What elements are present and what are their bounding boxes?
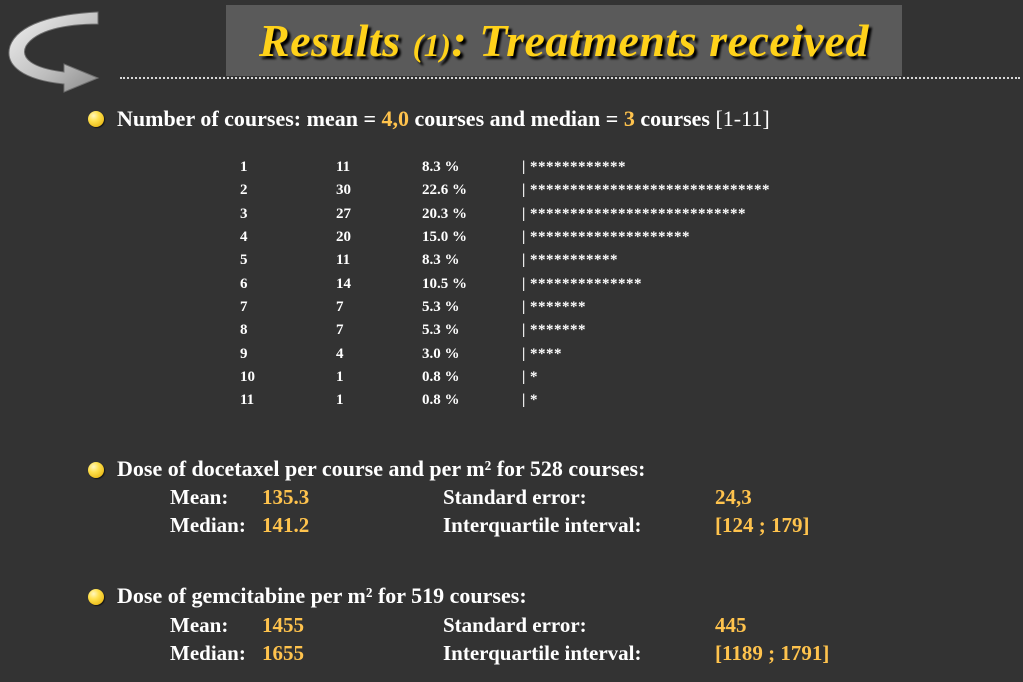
page-title: Results (1): Treatments received — [259, 14, 869, 67]
bar-cell: | ******* — [522, 322, 587, 339]
course-count-cell: 8 — [240, 322, 248, 339]
iqr-label: Interquartile interval: — [443, 641, 642, 665]
iqr-value: [1189 ; 1791] — [715, 641, 830, 665]
title-box: Results (1): Treatments received — [226, 5, 902, 76]
bullet-icon — [88, 589, 104, 605]
table-row: 4 20 15.0 % | ******************** — [240, 226, 770, 249]
bar-cell: | ************** — [522, 275, 643, 292]
course-count-cell: 1 — [240, 159, 248, 176]
title-number: (1) — [412, 27, 452, 63]
median-label: Median: — [170, 641, 246, 665]
median-label: Median: — [170, 513, 246, 537]
course-count-cell: 4 — [240, 229, 248, 246]
course-count-cell: 3 — [240, 205, 248, 222]
percent-cell: 22.6 % — [422, 182, 467, 199]
course-count-cell: 10 — [240, 368, 255, 385]
courses-mid: courses and median = — [408, 106, 624, 131]
percent-cell: 8.3 % — [422, 159, 460, 176]
course-count-cell: 2 — [240, 182, 248, 199]
table-row: 3 27 20.3 % | *************************** — [240, 203, 770, 226]
courses-summary: Number of courses: mean = 4,0 courses an… — [117, 106, 770, 132]
courses-frequency-table: 1 11 8.3 % | ************ 2 30 22.6 % | *******… — [240, 156, 770, 412]
courses-range: [1-11] — [715, 106, 770, 131]
se-value: 445 — [715, 613, 747, 637]
table-row: 7 7 5.3 % | ******* — [240, 296, 770, 319]
percent-cell: 0.8 % — [422, 392, 460, 409]
percent-cell: 10.5 % — [422, 275, 467, 292]
patients-cell: 30 — [336, 182, 351, 199]
table-row: 2 30 22.6 % | *****************************… — [240, 179, 770, 202]
bar-cell: | ******************** — [522, 229, 691, 246]
patients-cell: 11 — [336, 252, 351, 269]
course-count-cell: 5 — [240, 252, 248, 269]
patients-cell: 27 — [336, 205, 351, 222]
title-rest: : Treatments received — [451, 15, 869, 66]
iqr-label: Interquartile interval: — [443, 513, 642, 537]
docetaxel-row-mean: Mean: 135.3 Standard error: 24,3 — [170, 483, 870, 511]
bar-cell: | ************ — [522, 159, 627, 176]
patients-cell: 11 — [336, 159, 351, 176]
course-count-cell: 11 — [240, 392, 255, 409]
course-count-cell: 9 — [240, 345, 248, 362]
curved-arrow-icon — [8, 11, 100, 93]
percent-cell: 15.0 % — [422, 229, 467, 246]
courses-mean: 4,0 — [381, 106, 409, 131]
percent-cell: 5.3 % — [422, 298, 460, 315]
patients-cell: 1 — [336, 392, 344, 409]
median-value: 141.2 — [262, 513, 310, 537]
mean-label: Mean: — [170, 485, 229, 509]
percent-cell: 0.8 % — [422, 368, 460, 385]
table-row: 1 11 8.3 % | ************ — [240, 156, 770, 179]
patients-cell: 1 — [336, 368, 344, 385]
percent-cell: 8.3 % — [422, 252, 460, 269]
bar-cell: | *********** — [522, 252, 619, 269]
bar-cell: | *************************** — [522, 205, 747, 222]
table-row: 11 1 0.8 % | * — [240, 389, 770, 412]
median-value: 1655 — [262, 641, 304, 665]
mean-label: Mean: — [170, 613, 229, 637]
patients-cell: 4 — [336, 345, 344, 362]
bar-cell: | ******* — [522, 298, 587, 315]
patients-cell: 14 — [336, 275, 351, 292]
percent-cell: 20.3 % — [422, 205, 467, 222]
table-row: 6 14 10.5 % | ************** — [240, 272, 770, 295]
patients-cell: 7 — [336, 322, 344, 339]
mean-value: 135.3 — [262, 485, 310, 509]
courses-prefix: Number of courses: mean = — [117, 106, 382, 131]
patients-cell: 20 — [336, 229, 351, 246]
table-row: 10 1 0.8 % | * — [240, 366, 770, 389]
se-label: Standard error: — [443, 613, 587, 637]
gemcitabine-heading: Dose of gemcitabine per m² for 519 cours… — [117, 583, 527, 608]
docetaxel-heading: Dose of docetaxel per course and per m² … — [117, 456, 646, 481]
table-row: 5 11 8.3 % | *********** — [240, 249, 770, 272]
docetaxel-stats: Mean: 135.3 Standard error: 24,3 Median:… — [170, 483, 870, 539]
docetaxel-row-median: Median: 141.2 Interquartile interval: [1… — [170, 511, 870, 539]
percent-cell: 5.3 % — [422, 322, 460, 339]
bar-cell: | * — [522, 368, 539, 385]
bar-cell: | **** — [522, 345, 563, 362]
se-value: 24,3 — [715, 485, 752, 509]
title-divider — [120, 77, 1020, 79]
course-count-cell: 6 — [240, 275, 248, 292]
se-label: Standard error: — [443, 485, 587, 509]
courses-suffix: courses — [634, 106, 716, 131]
table-row: 9 4 3.0 % | **** — [240, 342, 770, 365]
bar-cell: | ****************************** — [522, 182, 771, 199]
gemcitabine-row-mean: Mean: 1455 Standard error: 445 — [170, 611, 870, 639]
bullet-icon — [88, 111, 104, 127]
title-main: Results — [259, 15, 413, 66]
gemcitabine-row-median: Median: 1655 Interquartile interval: [11… — [170, 639, 870, 667]
iqr-value: [124 ; 179] — [715, 513, 810, 537]
gemcitabine-stats: Mean: 1455 Standard error: 445 Median: 1… — [170, 611, 870, 667]
bullet-icon — [88, 462, 104, 478]
courses-median: 3 — [623, 106, 635, 131]
percent-cell: 3.0 % — [422, 345, 460, 362]
table-row: 8 7 5.3 % | ******* — [240, 319, 770, 342]
patients-cell: 7 — [336, 298, 344, 315]
bar-cell: | * — [522, 392, 539, 409]
course-count-cell: 7 — [240, 298, 248, 315]
mean-value: 1455 — [262, 613, 304, 637]
